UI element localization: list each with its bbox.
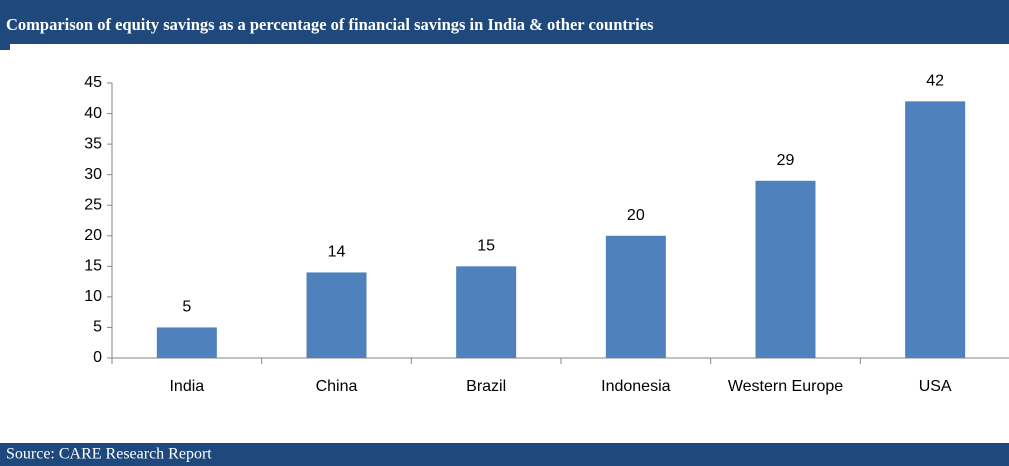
y-tick-label: 35 xyxy=(84,135,102,152)
bar xyxy=(605,235,666,358)
y-tick-label: 0 xyxy=(93,349,102,366)
x-tick-label: Indonesia xyxy=(601,378,670,395)
title-bar xyxy=(0,0,1009,44)
y-tick-label: 20 xyxy=(84,227,102,244)
y-tick-label: 15 xyxy=(84,258,102,275)
y-tick-label: 30 xyxy=(84,166,102,183)
data-label: 42 xyxy=(926,73,944,90)
data-label: 29 xyxy=(777,152,795,169)
bar xyxy=(156,327,217,358)
source: Source: CARE Research Report xyxy=(6,446,212,463)
bar xyxy=(456,266,517,358)
data-label: 14 xyxy=(328,244,346,261)
data-label: 15 xyxy=(477,238,495,255)
data-label: 5 xyxy=(182,299,191,316)
x-tick-label: Western Europe xyxy=(728,378,843,395)
bar xyxy=(905,101,966,358)
bar xyxy=(755,180,816,358)
x-tick-label: USA xyxy=(919,378,952,395)
y-tick-label: 40 xyxy=(84,105,102,122)
bar xyxy=(306,272,367,358)
title-bar-tab xyxy=(0,44,10,50)
y-tick-label: 5 xyxy=(93,319,102,336)
y-tick-label: 45 xyxy=(84,74,102,91)
data-label: 20 xyxy=(627,207,645,224)
source-bar xyxy=(0,443,1009,466)
y-tick-label: 25 xyxy=(84,196,102,213)
x-tick-label: China xyxy=(316,378,358,395)
y-tick-label: 10 xyxy=(84,288,102,305)
x-tick-label: Brazil xyxy=(466,378,506,395)
chart-title: Comparison of equity savings as a percen… xyxy=(6,15,654,34)
x-tick-label: India xyxy=(169,378,204,395)
